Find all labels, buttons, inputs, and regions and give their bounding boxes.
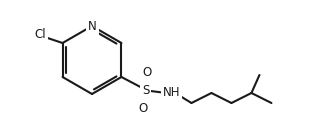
Text: O: O: [143, 67, 152, 79]
Text: O: O: [139, 103, 148, 116]
Text: Cl: Cl: [35, 29, 47, 41]
Text: N: N: [88, 20, 96, 32]
Text: NH: NH: [163, 86, 180, 100]
Text: S: S: [142, 84, 149, 98]
